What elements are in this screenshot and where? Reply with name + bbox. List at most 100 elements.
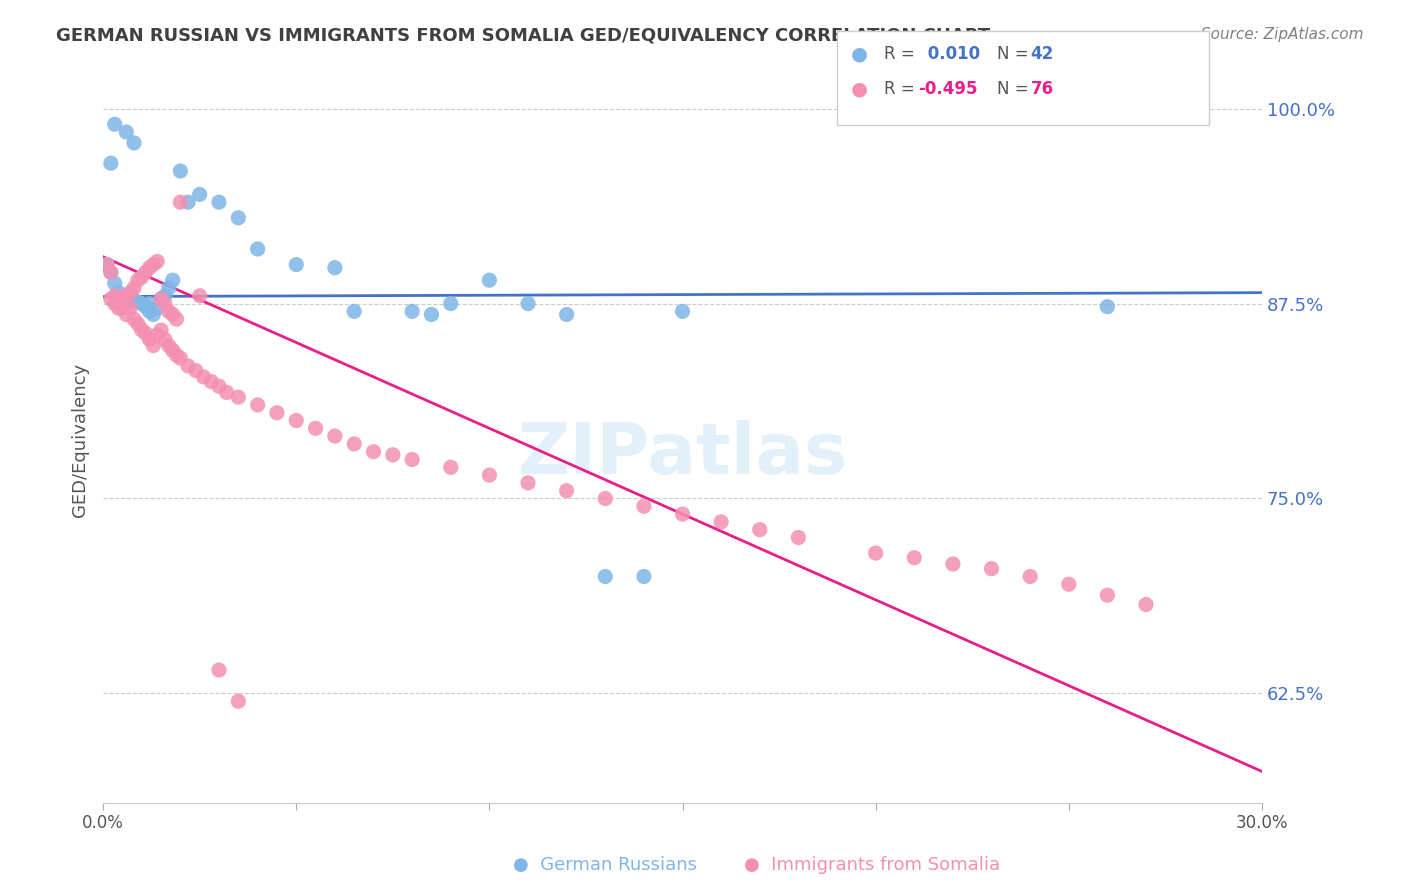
Point (193, 369, 215, 384)
Point (188, 187, 211, 202)
Point (228, 694, 250, 708)
Point (122, 312, 145, 326)
Point (115, 308, 138, 322)
Point (115, 125, 138, 139)
Point (122, 293, 145, 308)
Point (162, 308, 184, 322)
Point (323, 429, 346, 443)
Point (177, 359, 200, 373)
Point (401, 304, 423, 318)
Point (633, 500, 655, 514)
Point (1019, 569, 1042, 583)
Point (138, 333, 160, 347)
Point (593, 569, 616, 583)
Point (157, 339, 180, 353)
Point (401, 452, 423, 467)
Text: ZIPatlas: ZIPatlas (517, 420, 848, 489)
Point (104, 296, 127, 310)
Point (246, 398, 269, 412)
Point (166, 348, 188, 362)
Point (96, 258, 118, 272)
Point (980, 562, 1002, 576)
Point (215, 385, 238, 400)
Point (246, 242, 269, 256)
Text: 76: 76 (1031, 80, 1053, 98)
Point (142, 258, 165, 272)
Text: R =: R = (884, 80, 921, 98)
Text: N =: N = (997, 45, 1033, 62)
Point (100, 265, 122, 279)
Point (104, 277, 127, 291)
Point (555, 483, 578, 498)
Text: N =: N = (997, 80, 1033, 98)
Point (166, 312, 188, 326)
Point (184, 363, 207, 377)
Point (169, 351, 191, 366)
Text: 0.010: 0.010 (922, 45, 980, 62)
Point (208, 195, 231, 210)
Point (671, 304, 693, 318)
Point (188, 289, 211, 303)
Point (440, 460, 463, 475)
Point (343, 437, 366, 451)
Point (135, 326, 157, 341)
Point (363, 444, 385, 458)
Point (153, 289, 176, 303)
Point (115, 298, 138, 312)
Point (162, 343, 184, 358)
Text: ●  Immigrants from Somalia: ● Immigrants from Somalia (744, 856, 1000, 874)
Point (517, 475, 540, 490)
Point (903, 550, 925, 565)
Point (150, 323, 173, 337)
Point (169, 164, 191, 178)
Text: -0.495: -0.495 (918, 80, 977, 98)
Text: ●: ● (851, 44, 868, 63)
Point (111, 301, 134, 316)
Point (142, 339, 165, 353)
Point (942, 557, 965, 571)
Point (127, 317, 149, 331)
Point (1097, 300, 1119, 314)
Point (228, 390, 250, 404)
Point (138, 296, 160, 310)
Point (478, 468, 501, 483)
Point (1097, 588, 1119, 602)
Point (115, 289, 138, 303)
Point (100, 156, 122, 170)
Point (228, 211, 250, 225)
Text: Source: ZipAtlas.com: Source: ZipAtlas.com (1201, 27, 1364, 42)
Point (107, 301, 129, 316)
Point (135, 265, 157, 279)
Point (169, 195, 191, 210)
Point (157, 281, 180, 295)
Point (131, 296, 153, 310)
Point (100, 292, 122, 306)
Point (555, 308, 578, 322)
Point (127, 295, 149, 310)
Point (120, 301, 142, 316)
Point (478, 273, 501, 287)
Point (104, 117, 127, 131)
Point (323, 260, 346, 275)
Point (787, 531, 810, 545)
Point (593, 491, 616, 506)
Point (107, 285, 129, 300)
Point (107, 295, 129, 310)
Point (285, 258, 308, 272)
Point (100, 265, 122, 279)
Point (208, 379, 231, 393)
Point (343, 304, 366, 318)
Point (200, 375, 222, 389)
Point (122, 136, 145, 150)
Text: R =: R = (884, 45, 921, 62)
Point (111, 292, 134, 306)
Point (153, 296, 176, 310)
Text: ●  German Russians: ● German Russians (513, 856, 696, 874)
Point (138, 260, 160, 275)
Point (138, 304, 160, 318)
Text: GERMAN RUSSIAN VS IMMIGRANTS FROM SOMALIA GED/EQUIVALENCY CORRELATION CHART: GERMAN RUSSIAN VS IMMIGRANTS FROM SOMALI… (56, 27, 990, 45)
Point (153, 333, 176, 347)
Point (1057, 577, 1080, 591)
Point (120, 285, 142, 300)
Point (266, 406, 288, 420)
